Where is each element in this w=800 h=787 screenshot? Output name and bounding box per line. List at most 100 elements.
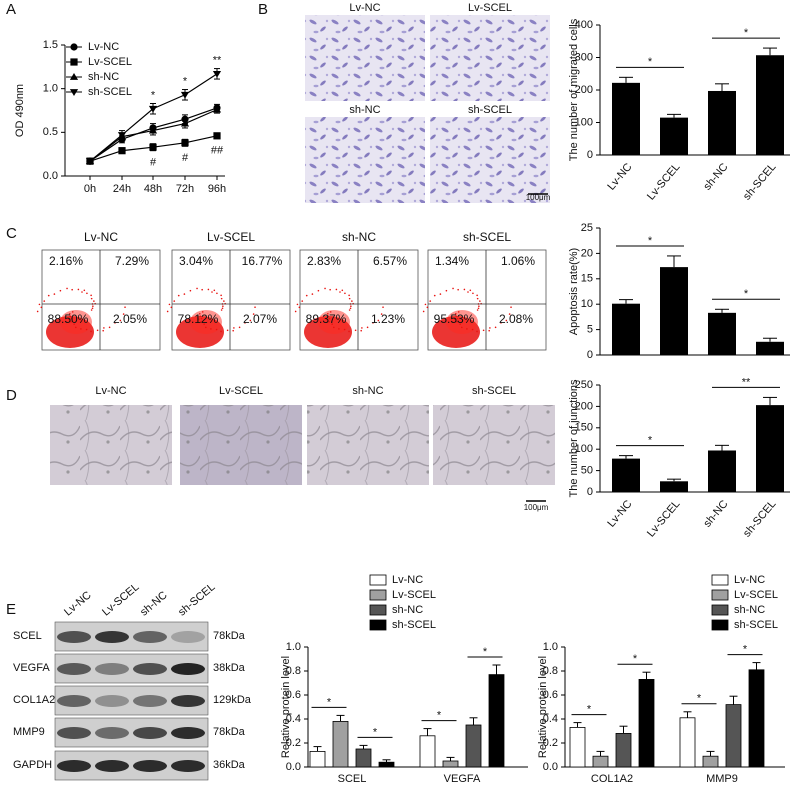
y-axis-label: Relative protein level [280,656,292,758]
flow-dot [59,289,62,292]
protein-label: COL1A2 [13,694,55,706]
y-tick-label: 200 [575,400,593,412]
marker [180,91,190,99]
flow-dot [199,312,201,315]
blot-band [171,760,205,772]
flow-dot [471,328,474,331]
image-label: sh-SCEL [468,104,512,116]
flow-dot [92,305,94,307]
quadrant-percent: 2.83% [307,254,341,268]
marker [180,119,190,127]
flow-dot [482,329,485,332]
blot-band [171,695,205,707]
y-tick-label: 10 [581,298,593,310]
size-label: 78kDa [213,630,246,642]
marker [118,147,126,155]
panel-label: B [258,1,268,18]
blot-band [133,727,167,739]
y-tick-label: 20 [581,247,593,259]
flow-dot [457,288,459,291]
flow-dot [457,311,460,313]
flow-dot [341,289,344,292]
protein-label: VEGFA [13,662,50,674]
legend-label: sh-NC [734,604,765,616]
bar [465,724,482,768]
flow-dot [221,307,224,310]
legend-label: Lv-SCEL [392,589,436,601]
significance-label: * [183,75,188,87]
blot-band [133,663,167,675]
image-label: sh-SCEL [472,385,516,397]
panel-label: D [6,387,17,404]
legend-swatch [369,604,387,616]
flow-dot [324,287,326,290]
flow-dot [70,317,73,320]
flow-dot [424,303,427,306]
y-tick-label: 0.0 [286,761,301,773]
flow-dot [233,327,235,329]
flow-dot [327,312,329,315]
x-tick-label: 48h [144,183,162,195]
flow-dot [327,315,330,317]
flow-dot [445,289,448,292]
bar [756,341,784,355]
flow-dot [232,329,234,332]
blot-band [57,760,91,772]
significance-label: ** [742,376,751,388]
x-tick-label: sh-SCEL [741,161,778,202]
flow-dot [338,328,340,330]
flow-dot [166,310,169,313]
bar [679,717,696,768]
micrograph-texture [305,15,425,101]
flow-dot [203,323,205,325]
bar [309,751,326,768]
flow-dot [455,315,458,317]
y-tick-label: 0.4 [543,713,558,725]
flow-dot [505,319,508,322]
blot-band [171,727,205,739]
significance-label: * [648,435,653,447]
flow-dot [90,309,93,311]
flow-dot [472,292,474,295]
bar [592,755,609,768]
bar [702,755,719,768]
flow-dot [71,288,73,291]
x-tick-label: Lv-NC [605,161,634,193]
significance-label: * [744,288,749,300]
flow-dot [348,330,350,333]
flow-dot [85,328,88,331]
y-tick-label: 1.0 [43,83,58,95]
flow-dot [71,311,74,313]
bar [660,481,688,492]
flow-dot [91,307,94,310]
flow-dot [189,289,192,292]
quadrant-percent: 6.57% [373,254,407,268]
quadrant-percent: 16.77% [242,254,283,268]
bar [615,733,632,768]
flow-dot [311,293,314,295]
legend-swatch [711,589,729,601]
bar [708,312,736,355]
blot-band [171,663,205,675]
blot-band [95,727,129,739]
flow-dot [349,307,352,310]
lane-label: sh-NC [138,589,170,618]
x-tick-label: Lv-SCEL [645,161,682,202]
significance-label: * [437,710,442,722]
flow-dot [220,330,222,333]
bar [756,405,784,492]
flow-dot [466,328,468,330]
size-label: 38kDa [213,662,246,674]
flow-dot [350,305,352,307]
legend-label: Lv-SCEL [88,56,132,68]
protein-label: SCEL [13,630,42,642]
flow-dot [328,320,330,323]
micrograph-texture [50,405,172,485]
y-tick-label: 1.0 [543,641,558,653]
flow-dot [90,294,92,297]
flow-dot [69,312,71,315]
flow-dot [331,323,333,325]
flow-dot [70,320,72,323]
bar [612,303,640,355]
blot-band [95,663,129,675]
